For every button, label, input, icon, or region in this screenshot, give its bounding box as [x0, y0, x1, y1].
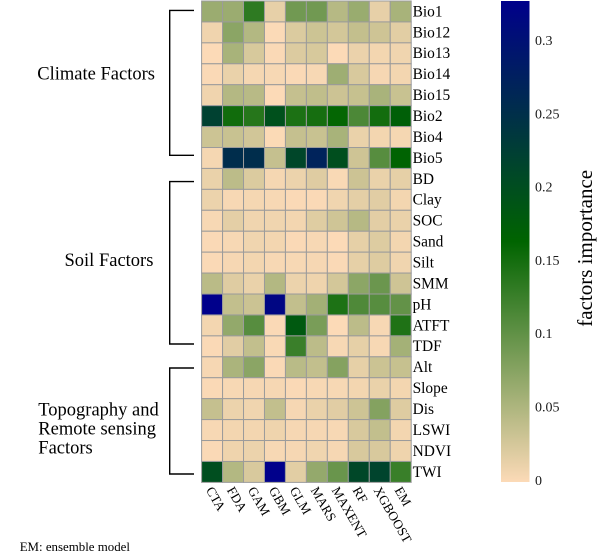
svg-text:NDVI: NDVI — [413, 443, 451, 460]
svg-text:0: 0 — [535, 474, 542, 489]
svg-text:Bio12: Bio12 — [413, 24, 451, 41]
svg-text:Silt: Silt — [413, 255, 435, 272]
svg-text:Bio1: Bio1 — [413, 3, 443, 20]
svg-text:0.2: 0.2 — [535, 181, 553, 196]
svg-text:Climate Factors: Climate Factors — [37, 64, 155, 84]
svg-text:SOC: SOC — [413, 213, 443, 230]
svg-text:BD: BD — [413, 171, 434, 188]
svg-text:Sand: Sand — [413, 234, 444, 251]
svg-text:0.05: 0.05 — [535, 401, 560, 416]
svg-text:Clay: Clay — [413, 192, 442, 209]
svg-text:Remote sensing: Remote sensing — [38, 420, 156, 440]
svg-text:Bio5: Bio5 — [413, 150, 443, 167]
svg-text:Bio15: Bio15 — [413, 87, 451, 104]
svg-text:Bio14: Bio14 — [413, 66, 451, 83]
svg-text:EM: ensemble model: EM: ensemble model — [20, 540, 131, 554]
svg-text:Bio13: Bio13 — [413, 45, 451, 62]
svg-text:0.1: 0.1 — [535, 327, 553, 342]
svg-text:RF: RF — [350, 484, 371, 505]
svg-text:TDF: TDF — [413, 338, 442, 355]
svg-text:Soil Factors: Soil Factors — [65, 251, 154, 271]
svg-text:SMM: SMM — [413, 275, 449, 292]
svg-text:Slope: Slope — [413, 380, 448, 397]
svg-text:TWI: TWI — [413, 464, 442, 481]
svg-text:Topography and: Topography and — [38, 400, 159, 420]
svg-text:Dis: Dis — [413, 401, 434, 418]
svg-text:factors importance: factors importance — [573, 170, 597, 327]
svg-text:0.25: 0.25 — [535, 107, 560, 122]
svg-text:Factors: Factors — [38, 439, 92, 459]
svg-text:Bio4: Bio4 — [413, 129, 443, 146]
svg-text:ATFT: ATFT — [413, 317, 450, 334]
svg-text:Bio2: Bio2 — [413, 108, 443, 125]
svg-text:LSWI: LSWI — [413, 422, 451, 439]
svg-text:Alt: Alt — [413, 359, 433, 376]
svg-text:0.15: 0.15 — [535, 254, 560, 269]
svg-text:pH: pH — [413, 296, 432, 313]
svg-text:0.3: 0.3 — [535, 34, 553, 49]
